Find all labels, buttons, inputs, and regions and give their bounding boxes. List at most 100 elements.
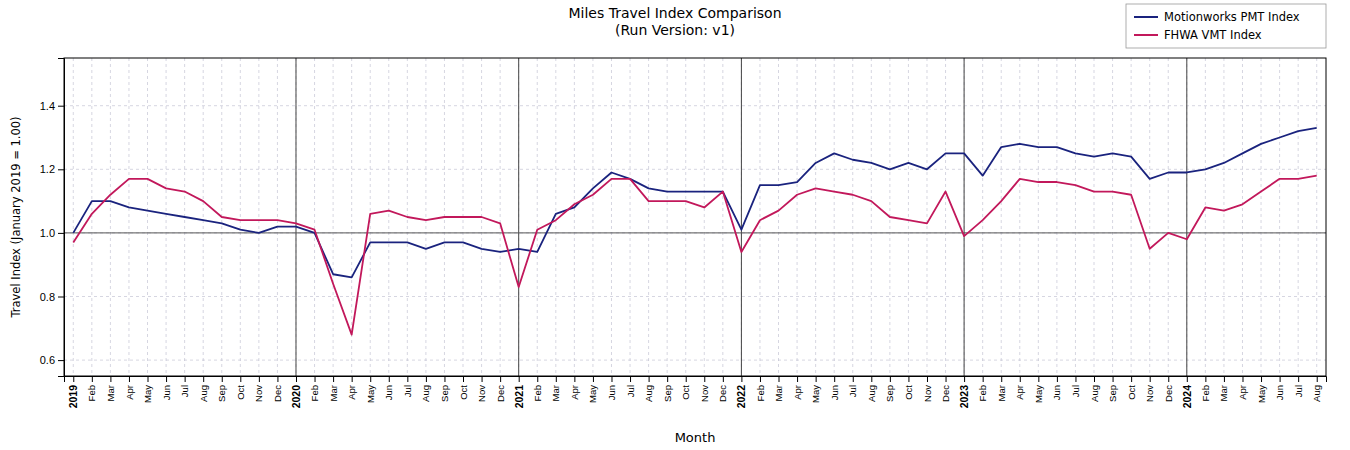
x-tick-mark (203, 376, 204, 382)
x-tick: Dec (940, 376, 951, 402)
x-tick-mark (1205, 376, 1206, 382)
x-tick-label: Jun (1051, 385, 1062, 400)
x-tick-mark (315, 376, 316, 382)
x-tick-mark (927, 376, 928, 382)
x-tick: Jul (1293, 376, 1304, 397)
x-tick: Feb (977, 376, 988, 401)
x-grid-line (128, 58, 129, 376)
x-tick-label: Oct (235, 385, 246, 400)
x-tick: 2019 (67, 376, 79, 408)
x-tick: May (142, 376, 153, 403)
x-tick-mark (964, 376, 965, 382)
x-tick-mark (723, 376, 724, 382)
x-tick-label: Apr (792, 385, 803, 400)
x-tick-mark (1168, 376, 1169, 382)
x-grid-line (518, 58, 519, 376)
x-tick-label: Mar (996, 385, 1007, 401)
x-grid-line (797, 58, 798, 376)
x-tick: Nov (699, 376, 710, 402)
x-tick-label: Jul (402, 385, 413, 397)
x-tick-label: Jun (161, 385, 172, 400)
x-tick-mark (148, 376, 149, 382)
x-tick-mark (1280, 376, 1281, 382)
x-tick-mark (259, 376, 260, 382)
x-tick: Apr (1237, 376, 1248, 400)
x-tick-mark (463, 376, 464, 382)
x-tick-label: May (365, 385, 376, 403)
x-tick-label: Jun (383, 385, 394, 400)
x-tick-label: 2019 (67, 385, 79, 409)
y-tick-mark (58, 169, 64, 170)
x-grid-line (425, 58, 426, 376)
x-tick: Apr (123, 376, 134, 400)
x-grid-line (1038, 58, 1039, 376)
x-tick-mark (816, 376, 817, 382)
x-grid-line (537, 58, 538, 376)
y-tick: 0.6 (40, 354, 64, 366)
x-tick: Jun (161, 376, 172, 400)
x-tick-label: Sep (884, 385, 895, 402)
y-grid-line (64, 105, 1326, 106)
x-tick-mark (370, 376, 371, 382)
x-tick-label: Jul (1293, 385, 1304, 397)
x-tick-mark (1150, 376, 1151, 382)
legend-label: FHWA VMT Index (1164, 28, 1262, 42)
y-tick-mark (58, 233, 64, 234)
x-tick-mark (1242, 376, 1243, 382)
x-tick-mark (537, 376, 538, 382)
x-grid-line (834, 58, 835, 376)
x-tick: Apr (792, 376, 803, 400)
x-tick-label: Apr (569, 385, 580, 400)
x-tick-label: Nov (1144, 385, 1155, 402)
legend-item: Motionworks PMT Index (1134, 10, 1300, 24)
legend-swatch (1134, 16, 1158, 18)
x-tick: Feb (309, 376, 320, 401)
x-tick: Dec (272, 376, 283, 402)
x-grid-line (1316, 58, 1317, 376)
x-tick-label: Jul (847, 385, 858, 397)
x-tick-mark (1038, 376, 1039, 382)
x-tick-mark (556, 376, 557, 382)
x-tick: Feb (754, 376, 765, 401)
x-grid-line (1019, 58, 1020, 376)
x-tick-mark (890, 376, 891, 382)
x-tick-mark (630, 376, 631, 382)
x-tick-mark (946, 376, 947, 382)
legend-item: FHWA VMT Index (1134, 28, 1262, 42)
x-grid-line (91, 58, 92, 376)
x-grid-line (1261, 58, 1262, 376)
x-grid-line (815, 58, 816, 376)
x-grid-line (574, 58, 575, 376)
x-tick-label: Aug (198, 385, 209, 402)
x-tick-label: Feb (86, 385, 97, 401)
x-tick: Nov (1144, 376, 1155, 402)
x-tick-label: Dec (940, 385, 951, 402)
x-tick: Nov (922, 376, 933, 402)
x-tick-mark (649, 376, 650, 382)
x-tick: Oct (235, 376, 246, 400)
x-tick-mark (1131, 376, 1132, 382)
x-tick-label: Dec (495, 385, 506, 402)
x-tick: Jul (1070, 376, 1081, 397)
x-tick-mark (779, 376, 780, 382)
y-axis-title: Travel Index (January 2019 = 1.00) (9, 116, 23, 318)
series-line (73, 176, 1316, 335)
x-tick-label: 2023 (958, 385, 970, 409)
x-tick: Aug (420, 376, 431, 402)
legend: Motionworks PMT Index FHWA VMT Index (1126, 4, 1326, 48)
year-divider (964, 58, 965, 376)
y-grid-line (64, 360, 1326, 361)
x-tick-label: Oct (680, 385, 691, 400)
x-grid-line (1298, 58, 1299, 376)
x-grid-line (1056, 58, 1057, 376)
year-divider (741, 58, 742, 376)
x-tick-mark (277, 376, 278, 382)
x-grid-line (388, 58, 389, 376)
x-tick-label: Dec (272, 385, 283, 402)
x-grid-line (630, 58, 631, 376)
x-tick-label: Feb (754, 385, 765, 401)
x-tick: Sep (439, 376, 450, 402)
x-tick: Jul (179, 376, 190, 397)
x-tick-mark (741, 376, 742, 382)
x-tick: Jul (847, 376, 858, 397)
